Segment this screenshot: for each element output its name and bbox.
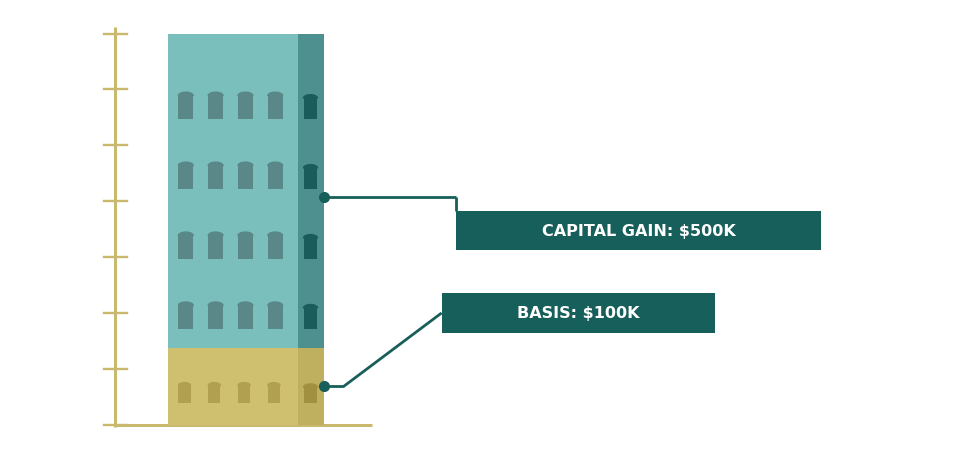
Bar (208, 96, 223, 120)
Bar (238, 306, 252, 329)
Polygon shape (208, 233, 223, 236)
Polygon shape (179, 233, 193, 236)
Polygon shape (179, 93, 193, 96)
Bar (268, 166, 282, 190)
Polygon shape (303, 95, 318, 99)
Bar (268, 306, 282, 329)
Bar (168, 348, 298, 425)
Polygon shape (179, 383, 191, 386)
Polygon shape (208, 302, 223, 306)
Polygon shape (303, 384, 318, 387)
Text: CAPITAL GAIN: $500K: CAPITAL GAIN: $500K (541, 223, 735, 238)
Bar (303, 238, 318, 259)
Bar (303, 99, 318, 120)
Polygon shape (268, 383, 280, 386)
Polygon shape (238, 93, 252, 96)
Bar (303, 168, 318, 190)
Polygon shape (238, 233, 252, 236)
Polygon shape (303, 235, 318, 238)
Polygon shape (208, 163, 223, 166)
Text: BASIS: $100K: BASIS: $100K (517, 306, 639, 321)
Bar (238, 386, 251, 403)
Bar (179, 386, 191, 403)
Bar (179, 306, 193, 329)
Bar (298, 348, 324, 425)
Bar (208, 166, 223, 190)
Polygon shape (268, 93, 282, 96)
Polygon shape (208, 93, 223, 96)
Polygon shape (303, 165, 318, 168)
Polygon shape (238, 302, 252, 306)
Bar (208, 236, 223, 259)
Bar (298, 34, 324, 348)
Polygon shape (268, 302, 282, 306)
FancyBboxPatch shape (456, 211, 821, 250)
Bar (238, 96, 252, 120)
Polygon shape (238, 383, 251, 386)
Polygon shape (268, 233, 282, 236)
FancyBboxPatch shape (442, 294, 715, 333)
Bar (179, 96, 193, 120)
Bar (208, 386, 221, 403)
Polygon shape (303, 305, 318, 308)
Polygon shape (179, 302, 193, 306)
Polygon shape (179, 163, 193, 166)
Bar (268, 386, 280, 403)
Bar (268, 236, 282, 259)
Bar (168, 34, 298, 348)
Bar (238, 236, 252, 259)
Polygon shape (208, 383, 221, 386)
Bar (179, 166, 193, 190)
Bar (303, 308, 318, 329)
Bar (268, 96, 282, 120)
Polygon shape (268, 163, 282, 166)
Bar (303, 387, 318, 403)
Polygon shape (238, 163, 252, 166)
Bar (208, 306, 223, 329)
Bar (238, 166, 252, 190)
Bar (179, 236, 193, 259)
